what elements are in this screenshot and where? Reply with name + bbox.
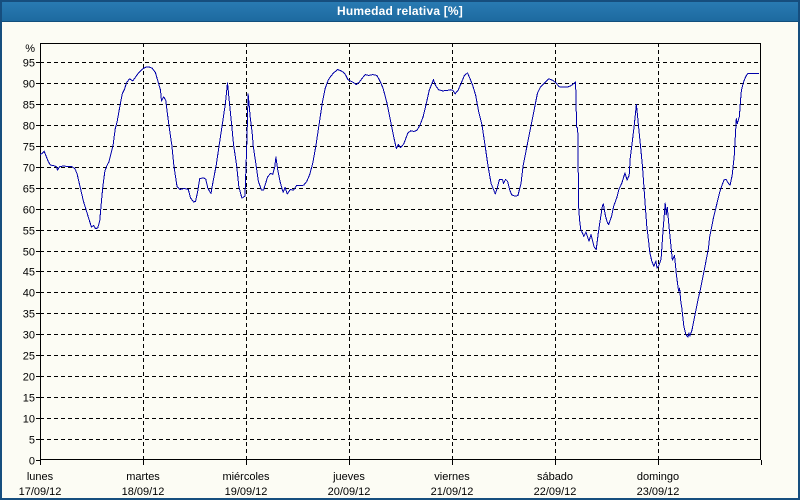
chart-title: Humedad relativa [%] [336, 3, 464, 18]
y-tick-label: 20 [23, 372, 35, 384]
y-tick-label: 90 [23, 79, 35, 91]
x-day-label: sábado [537, 471, 573, 483]
y-tick-label: 45 [23, 267, 35, 279]
x-day-label: viernes [434, 471, 470, 483]
x-day-label: jueves [332, 471, 365, 483]
y-tick-label: 95 [23, 58, 35, 70]
x-date-label: 23/09/12 [637, 486, 680, 498]
y-axis-unit-label: % [25, 43, 35, 55]
humidity-series-line [39, 66, 759, 338]
x-day-label: miércoles [222, 471, 270, 483]
y-tick-label: 50 [23, 247, 35, 259]
y-tick-label: 0 [29, 456, 35, 468]
x-day-label: domingo [637, 471, 679, 483]
x-day-label: lunes [27, 471, 54, 483]
y-tick-label: 60 [23, 205, 35, 217]
plot-frame [40, 43, 761, 460]
x-date-label: 20/09/12 [328, 486, 371, 498]
y-tick-label: 25 [23, 351, 35, 363]
x-date-label: 17/09/12 [19, 486, 62, 498]
y-tick-label: 35 [23, 309, 35, 321]
x-date-label: 21/09/12 [431, 486, 474, 498]
chart-title-bar: Humedad relativa [%] [0, 0, 800, 22]
y-tick-label: 80 [23, 121, 35, 133]
x-date-label: 19/09/12 [225, 486, 268, 498]
y-tick-label: 5 [29, 435, 35, 447]
y-tick-label: 85 [23, 100, 35, 112]
y-tick-label: 30 [23, 330, 35, 342]
x-date-label: 18/09/12 [122, 486, 165, 498]
y-tick-label: 70 [23, 163, 35, 175]
y-tick-label: 65 [23, 184, 35, 196]
y-tick-label: 15 [23, 393, 35, 405]
x-day-label: martes [126, 471, 160, 483]
y-tick-label: 10 [23, 414, 35, 426]
y-tick-label: 40 [23, 288, 35, 300]
y-tick-label: 75 [23, 142, 35, 154]
x-date-label: 22/09/12 [534, 486, 577, 498]
y-tick-label: 55 [23, 226, 35, 238]
